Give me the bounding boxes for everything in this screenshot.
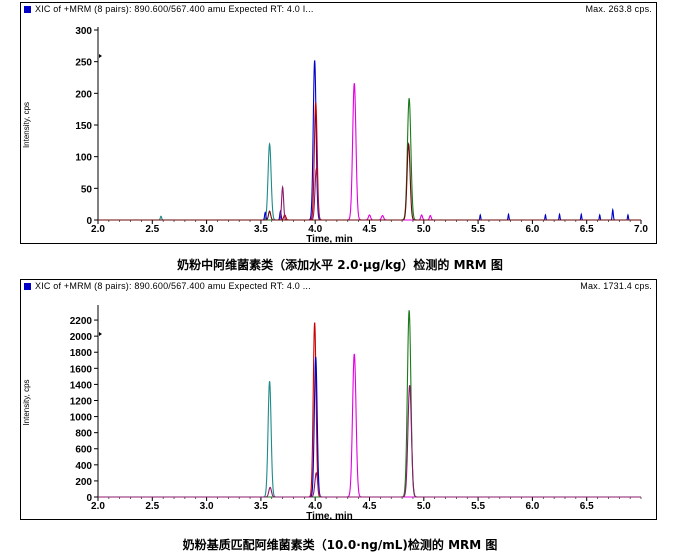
y-axis-label: Intensity, cps [22, 102, 31, 148]
x-tick-label: 3.5 [254, 224, 268, 235]
x-tick-label: 6.0 [525, 501, 539, 512]
series-line [98, 60, 641, 221]
series-line [98, 83, 641, 221]
y-axis-label: Intensity, cps [22, 379, 31, 425]
y-tick-label: 1000 [70, 413, 93, 424]
x-tick-label: 2.0 [91, 501, 105, 512]
y-tick-label: 300 [75, 26, 92, 37]
x-tick-label: 2.5 [145, 224, 159, 235]
series-4 [98, 167, 641, 221]
figure-caption-2: 奶粉基质匹配阿维菌素类（10.0·ng/mL)检测的 MRM 图 [182, 538, 498, 552]
x-tick-label: 3.0 [200, 501, 214, 512]
x-tick-label: 6.0 [525, 224, 539, 235]
x-tick-label: 5.5 [471, 224, 485, 235]
y-tick-label: 250 [75, 58, 92, 69]
panel-title: XIC of +MRM (8 pairs): 890.600/567.400 a… [35, 281, 311, 291]
series-line [98, 356, 641, 498]
x-tick-label: 3.0 [200, 224, 214, 235]
x-tick-label: 5.0 [417, 224, 431, 235]
x-tick-label: 7.0 [634, 224, 648, 235]
x-tick-label: 4.5 [363, 501, 377, 512]
series-6 [98, 98, 641, 221]
figure-caption-1: 奶粉中阿维菌素类（添加水平 2.0·μg/kg）检测的 MRM 图 [177, 258, 503, 272]
y-tick-label: 200 [75, 477, 92, 488]
x-tick-label: 4.5 [363, 224, 377, 235]
series-2 [98, 322, 641, 498]
panel-title: XIC of +MRM (8 pairs): 890.600/567.400 a… [35, 4, 314, 14]
y-tick-label: 2200 [70, 316, 93, 327]
x-axis-label: Time, min [306, 511, 353, 519]
trace-color-swatch-icon [24, 283, 31, 290]
x-axis-label: Time, min [306, 234, 353, 243]
series-line [98, 102, 641, 221]
series-2 [98, 60, 641, 221]
y-tick-label: 100 [75, 153, 92, 164]
x-tick-label: 6.5 [580, 501, 594, 512]
y-tick-label: 1400 [70, 380, 93, 391]
series-5 [98, 83, 641, 221]
panel-header: XIC of +MRM (8 pairs): 890.600/567.400 a… [21, 3, 656, 16]
max-intensity-label: Max. 1731.4 cps. [580, 281, 652, 291]
x-tick-label: 5.5 [471, 501, 485, 512]
panel-header: XIC of +MRM (8 pairs): 890.600/567.400 a… [21, 280, 656, 293]
series-line [98, 98, 641, 221]
max-intensity-label: Max. 263.8 cps. [585, 4, 652, 14]
chromatogram-panel-2: XIC of +MRM (8 pairs): 890.600/567.400 a… [20, 279, 657, 520]
x-tick-label: 4.0 [308, 224, 322, 235]
y-tick-label: 800 [75, 429, 92, 440]
chart-svg: 0 50 100 150 200 250 300 2.0 2.5 3.0 3.5 4.0 4.5 5.0 5… [22, 26, 648, 243]
trace-color-swatch-icon [24, 6, 31, 13]
y-tick-label: 1800 [70, 348, 93, 359]
y-tick-label: 0 [86, 493, 92, 504]
y-tick-label: 2000 [70, 332, 93, 343]
series-line [98, 310, 641, 498]
series-line [98, 167, 641, 221]
y-tick-label: 1600 [70, 364, 93, 375]
chromatogram-panel-1: XIC of +MRM (8 pairs): 890.600/567.400 a… [20, 2, 657, 244]
series-3 [98, 356, 641, 498]
series-line [98, 322, 641, 498]
x-tick-label: 5.0 [417, 501, 431, 512]
x-tick-label: 4.0 [308, 501, 322, 512]
series-line [98, 353, 641, 498]
y-tick-label: 400 [75, 461, 92, 472]
y-tick-label: 1200 [70, 396, 93, 407]
series-1 [98, 381, 641, 498]
series-line [98, 381, 641, 498]
axis-marker-icon [99, 54, 102, 58]
series-5 [98, 310, 641, 498]
series-4 [98, 353, 641, 498]
series-6 [98, 385, 641, 498]
y-tick-label: 600 [75, 445, 92, 456]
series-7 [98, 141, 641, 221]
series-line [98, 141, 641, 221]
series-line [98, 385, 641, 498]
x-tick-label: 6.5 [580, 224, 594, 235]
axis-marker-icon [99, 332, 102, 336]
series-3 [98, 102, 641, 221]
y-tick-label: 200 [75, 89, 92, 100]
x-tick-label: 2.5 [145, 501, 159, 512]
chart-svg: 0 200 400 600 800 1000 1200 1400 1600 1800 2000 220… [22, 305, 642, 519]
series-1 [98, 141, 641, 221]
y-tick-label: 50 [81, 184, 93, 195]
y-tick-label: 150 [75, 121, 92, 132]
series-line [98, 141, 641, 221]
y-tick-label: 0 [86, 216, 92, 227]
x-tick-label: 2.0 [91, 224, 105, 235]
x-tick-label: 3.5 [254, 501, 268, 512]
